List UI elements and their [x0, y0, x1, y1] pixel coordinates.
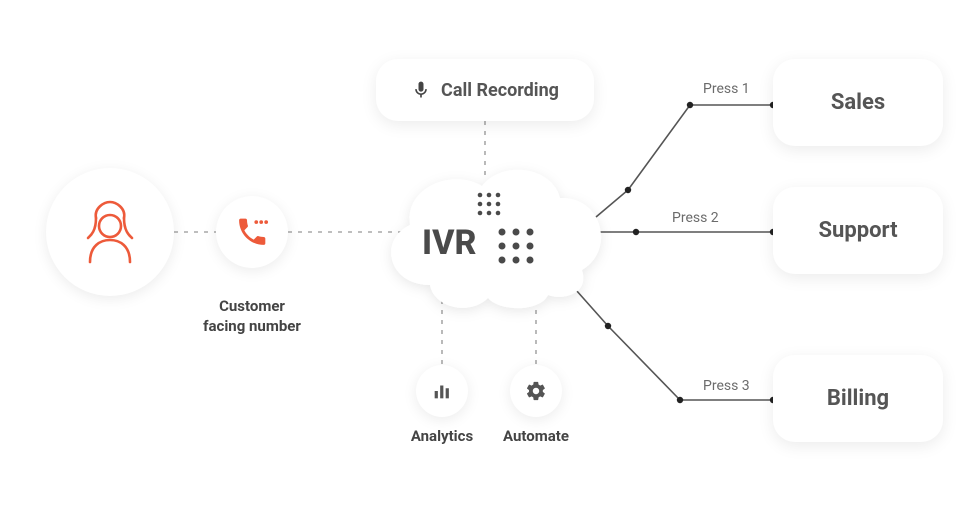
support-node: Support	[773, 187, 943, 274]
keypad-small-icon	[478, 193, 501, 216]
support-label: Support	[818, 218, 897, 243]
ivr-cloud	[391, 170, 601, 308]
phone-label-line1: Customer	[219, 297, 285, 315]
press-2-label: Press 2	[672, 210, 719, 226]
analytics-node	[416, 365, 468, 417]
mic-icon	[411, 80, 431, 100]
call-recording-node: Call Recording	[376, 59, 594, 121]
phone-icon	[235, 215, 269, 249]
automate-label: Automate	[500, 426, 572, 446]
call-recording-label: Call Recording	[441, 80, 559, 101]
phone-label-line2: facing number	[203, 317, 301, 335]
sales-label: Sales	[831, 90, 885, 115]
analytics-icon	[431, 380, 453, 402]
billing-node: Billing	[773, 355, 943, 442]
analytics-label: Analytics	[406, 426, 478, 446]
press-1-label: Press 1	[703, 81, 750, 97]
automate-node	[510, 365, 562, 417]
gear-icon	[525, 380, 547, 402]
customer-node	[46, 168, 174, 296]
sales-node: Sales	[773, 59, 943, 146]
billing-label: Billing	[827, 386, 889, 411]
keypad-large-icon	[499, 229, 534, 264]
press-3-label: Press 3	[703, 378, 750, 394]
customer-icon	[74, 196, 146, 268]
phone-label: Customer facing number	[192, 296, 312, 337]
phone-node	[216, 196, 288, 268]
ivr-label: IVR	[422, 223, 476, 263]
